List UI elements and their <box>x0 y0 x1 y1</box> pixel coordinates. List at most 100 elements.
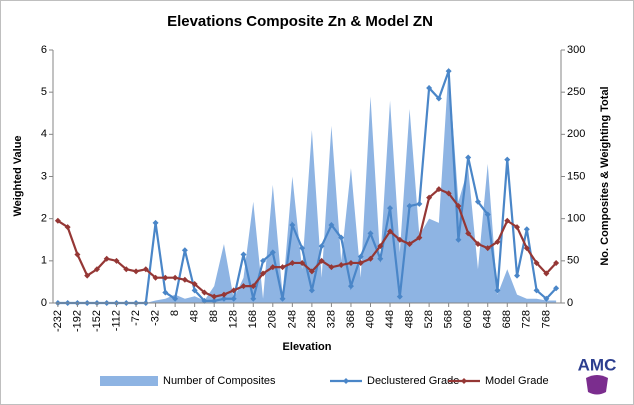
marker <box>338 234 345 241</box>
y2-tick-label: 250 <box>567 86 585 98</box>
marker <box>367 230 374 237</box>
marker <box>445 68 452 75</box>
marker <box>465 230 472 237</box>
marker <box>455 203 462 210</box>
marker <box>162 289 169 296</box>
y-tick-label: 5 <box>41 86 47 98</box>
marker <box>474 240 481 247</box>
marker <box>347 259 354 266</box>
line <box>57 187 557 298</box>
y-tick-label: 6 <box>41 44 47 56</box>
marker <box>533 259 540 266</box>
marker <box>279 295 286 302</box>
marker <box>84 272 91 279</box>
marker <box>211 297 218 304</box>
marker <box>553 259 560 266</box>
marker <box>533 287 540 294</box>
marker <box>318 257 325 264</box>
marker <box>435 186 442 193</box>
marker <box>172 274 179 281</box>
marker <box>172 295 179 302</box>
x-tick-label: 408 <box>364 310 376 328</box>
marker <box>113 257 120 264</box>
marker <box>318 243 325 250</box>
marker <box>465 154 472 161</box>
marker <box>64 224 71 231</box>
marker <box>377 243 384 250</box>
marker <box>387 228 394 235</box>
marker <box>426 84 433 91</box>
marker <box>240 283 247 290</box>
marker <box>523 226 530 233</box>
marker <box>260 257 267 264</box>
x-tick-label: 528 <box>423 310 435 328</box>
marker <box>220 291 227 298</box>
x-tick-label: 568 <box>443 310 455 328</box>
legend-marker <box>343 378 349 384</box>
x-tick-label: 648 <box>482 310 494 328</box>
marker <box>357 253 364 260</box>
marker <box>328 221 335 228</box>
x-tick-label: 128 <box>228 310 240 328</box>
x-tick-label: 288 <box>306 310 318 328</box>
marker <box>445 190 452 197</box>
marker <box>416 234 423 241</box>
x-axis-title: Elevation <box>283 341 332 353</box>
marker <box>484 245 491 252</box>
y2-tick-label: 150 <box>567 170 585 182</box>
y-tick-label: 1 <box>41 255 47 267</box>
marker <box>357 259 364 266</box>
marker <box>553 285 560 292</box>
x-tick-label: 208 <box>267 310 279 328</box>
marker <box>181 247 188 254</box>
legend-label: Declustered Grade <box>367 375 459 387</box>
marker <box>474 198 481 205</box>
marker <box>406 240 413 247</box>
marker <box>347 283 354 290</box>
marker <box>191 287 198 294</box>
marker <box>181 276 188 283</box>
y-axis-title: Weighted Value <box>12 135 24 216</box>
legend-label: Number of Composites <box>163 375 276 387</box>
marker <box>269 264 276 271</box>
x-tick-label: -192 <box>71 310 83 332</box>
logo-text: AMC <box>578 355 617 374</box>
marker <box>494 287 501 294</box>
marker <box>543 295 550 302</box>
marker <box>435 95 442 102</box>
marker <box>504 217 511 224</box>
chart-title: Elevations Composite Zn & Model ZN <box>167 13 433 30</box>
marker <box>455 236 462 243</box>
marker <box>74 251 81 258</box>
y-tick-label: 3 <box>41 170 47 182</box>
marker <box>514 272 521 279</box>
area <box>57 66 557 303</box>
y2-axis-title: No. Composites & Weighting Total <box>599 86 611 265</box>
marker <box>250 283 257 290</box>
y2-tick-label: 200 <box>567 128 585 140</box>
marker <box>406 203 413 210</box>
x-tick-label: 48 <box>189 310 201 322</box>
x-tick-label: -112 <box>110 310 122 331</box>
x-tick-label: -152 <box>91 310 103 332</box>
x-tick-label: 248 <box>286 310 298 328</box>
marker <box>250 295 257 302</box>
marker <box>103 255 110 262</box>
marker <box>387 205 394 212</box>
x-tick-label: 768 <box>540 310 552 328</box>
marker <box>504 156 511 163</box>
marker <box>162 274 169 281</box>
marker <box>230 287 237 294</box>
marker <box>299 245 306 252</box>
y2-tick-label: 50 <box>567 255 579 267</box>
x-tick-label: 328 <box>325 310 337 328</box>
marker <box>240 251 247 258</box>
y2-tick-label: 100 <box>567 213 585 225</box>
x-tick-label: 448 <box>384 310 396 328</box>
y-tick-label: 2 <box>41 213 47 225</box>
x-tick-label: 608 <box>462 310 474 328</box>
marker <box>142 266 149 273</box>
marker <box>377 255 384 262</box>
marker <box>260 270 267 277</box>
